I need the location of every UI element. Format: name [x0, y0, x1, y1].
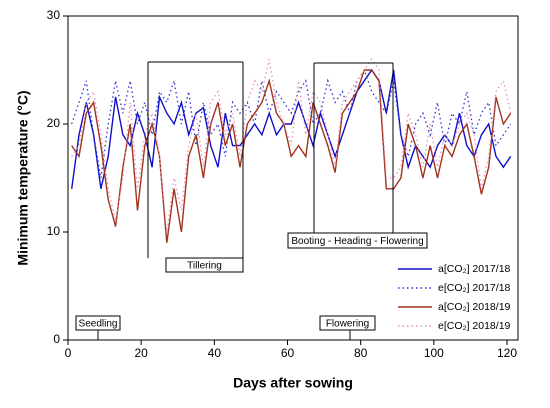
legend-label: a[CO₂] 2017/18 — [438, 263, 511, 275]
annotation-box — [165, 257, 244, 273]
x-tick-label: 120 — [497, 346, 517, 360]
x-tick-label: 60 — [281, 346, 295, 360]
x-tick-label: 20 — [134, 346, 148, 360]
x-tick-label: 80 — [354, 346, 368, 360]
annotation: Tillering — [187, 261, 222, 272]
legend-box — [392, 258, 516, 338]
y-axis-title: Minimum temperature (°C) — [15, 90, 31, 265]
x-axis-title: Days after sowing — [233, 375, 353, 391]
annotation-box — [75, 315, 121, 331]
y-tick-label: 10 — [47, 224, 61, 238]
legend-label: e[CO₂] 2018/19 — [438, 320, 511, 332]
plot-frame — [67, 15, 519, 341]
x-tick-label: 40 — [208, 346, 222, 360]
legend-label: a[CO₂] 2018/19 — [438, 301, 511, 313]
data-line — [71, 58, 512, 233]
y-tick-label: 0 — [53, 332, 60, 346]
x-tick-label: 100 — [424, 346, 444, 360]
annotation-box — [319, 315, 376, 331]
y-tick-label: 20 — [47, 116, 61, 130]
annotation: Seedling — [79, 319, 118, 330]
annotation: Flowering — [326, 319, 369, 330]
y-tick-label: 30 — [47, 8, 61, 22]
data-line — [71, 69, 512, 243]
annotation: Booting - Heading - Flowering — [291, 236, 423, 247]
data-line — [71, 68, 512, 189]
annotation-box — [287, 232, 428, 249]
legend-label: e[CO₂] 2017/18 — [438, 282, 511, 294]
x-tick-label: 0 — [65, 346, 72, 360]
data-line — [71, 68, 512, 179]
